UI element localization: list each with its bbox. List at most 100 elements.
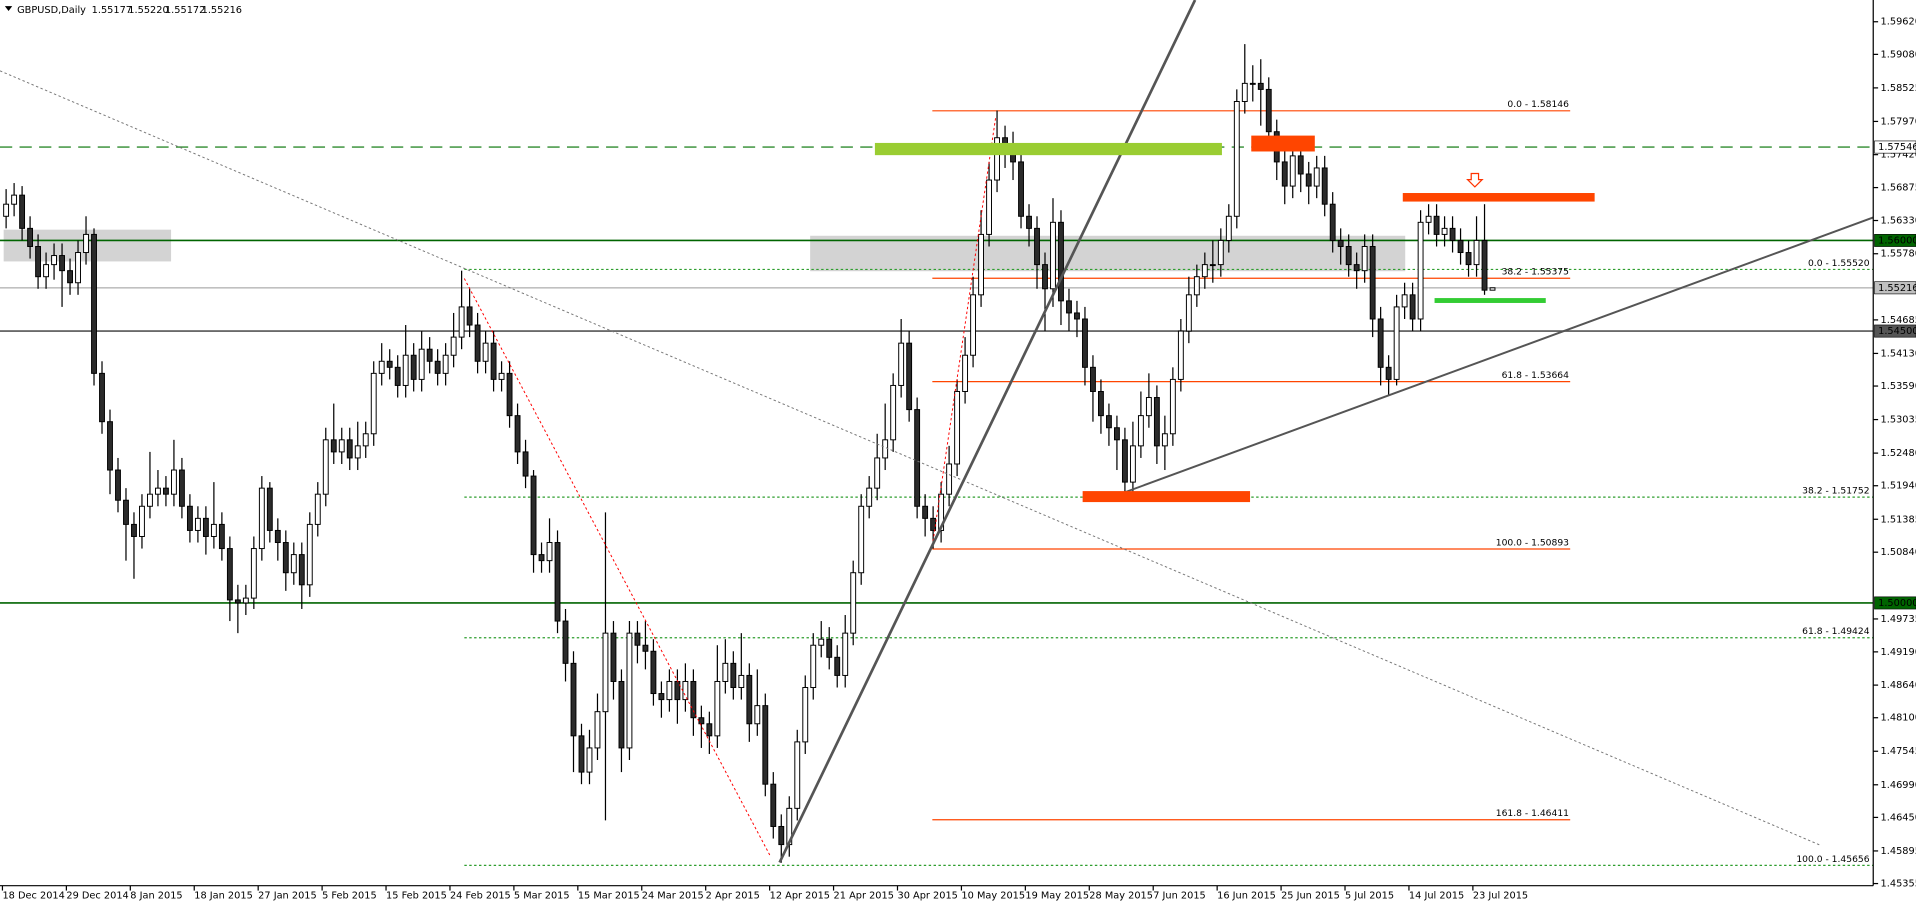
y-tick-label: 1.49735 xyxy=(1881,614,1916,625)
candle-body xyxy=(394,366,401,386)
candle-body xyxy=(91,233,97,374)
level-label: 1.56000 xyxy=(1878,235,1916,246)
candle-body xyxy=(978,233,985,296)
candle-body xyxy=(930,517,937,531)
candle-body xyxy=(1257,82,1264,90)
candle-body xyxy=(1433,215,1440,235)
candle-body xyxy=(282,542,289,574)
candle-body xyxy=(682,680,689,701)
candle-body xyxy=(306,523,313,586)
candle-body xyxy=(778,825,785,846)
y-tick-label: 1.45895 xyxy=(1881,846,1916,857)
candle-body xyxy=(490,342,497,380)
y-tick-label: 1.58525 xyxy=(1881,83,1916,94)
candle-body xyxy=(178,469,185,507)
candle-body xyxy=(298,554,305,586)
y-tick-label: 1.59080 xyxy=(1881,49,1916,60)
candle-body xyxy=(1361,246,1368,272)
y-tick-label: 1.53035 xyxy=(1881,415,1916,426)
level-label: 1.55216 xyxy=(1878,283,1916,294)
candle-body xyxy=(906,342,913,411)
candle-body xyxy=(466,306,473,326)
candle-body xyxy=(139,505,145,537)
x-tick-label: 25 Jun 2015 xyxy=(1281,890,1340,901)
candle-body xyxy=(866,487,873,507)
candle-body xyxy=(962,354,969,392)
level-box xyxy=(1874,596,1916,610)
candle-body xyxy=(1050,221,1056,290)
candle-body xyxy=(218,523,225,550)
y-tick-label: 1.59620 xyxy=(1881,17,1916,28)
y-tick-label: 1.55780 xyxy=(1881,249,1916,260)
candle-body xyxy=(850,572,857,634)
level-label: 1.57546 xyxy=(1878,142,1916,153)
candle-body xyxy=(1369,246,1376,320)
candle-body xyxy=(163,487,169,495)
candle-body xyxy=(530,475,537,556)
candle-body xyxy=(1233,101,1240,217)
candles xyxy=(3,44,1496,863)
x-tick-label: 14 Jul 2015 xyxy=(1409,890,1464,901)
candle-body xyxy=(402,354,409,386)
candle-body xyxy=(330,439,337,453)
candle-body xyxy=(274,529,281,544)
fib-label: 38.2 - 1.55375 xyxy=(1502,267,1570,278)
x-tick-label: 28 May 2015 xyxy=(1089,890,1153,901)
x-tick-label: 21 Apr 2015 xyxy=(834,890,894,901)
axis-labels: 1.59620 1.59080 1.58525 1.57970 1.57420 1.568… xyxy=(1,17,1916,901)
candle-body xyxy=(1329,203,1336,241)
candle-body xyxy=(1201,264,1208,278)
candle-body xyxy=(1345,246,1352,266)
candle-body xyxy=(482,342,489,362)
chart-title: GBPUSD,Daily xyxy=(17,5,86,16)
x-tick-label: 18 Dec 2014 xyxy=(2,890,64,901)
candle-body xyxy=(514,415,521,453)
candle-body xyxy=(1401,294,1408,308)
candle-body xyxy=(27,227,34,247)
candle-body xyxy=(714,680,721,737)
x-tick-label: 23 Jul 2015 xyxy=(1473,890,1528,901)
candle-body xyxy=(442,354,449,374)
candle-body xyxy=(1409,294,1416,320)
x-tick-label: 27 Jan 2015 xyxy=(258,890,317,901)
candle-body xyxy=(322,439,329,495)
arrow-icon xyxy=(1466,172,1484,188)
candle-body xyxy=(754,705,761,725)
candle-body xyxy=(59,255,65,272)
candle-body xyxy=(1377,318,1384,368)
candle-body xyxy=(1026,215,1032,229)
candle-body xyxy=(1305,173,1312,187)
level-label: 1.54500 xyxy=(1878,326,1916,337)
level-box xyxy=(1874,324,1916,338)
x-tick-label: 15 Feb 2015 xyxy=(386,890,447,901)
candle-body xyxy=(1169,378,1176,435)
candle-body xyxy=(1042,264,1048,290)
x-tick-label: 24 Mar 2015 xyxy=(642,890,704,901)
x-tick-label: 5 Feb 2015 xyxy=(322,890,377,901)
candle-body xyxy=(266,487,273,531)
trendline xyxy=(0,70,1821,846)
candle-body xyxy=(1281,161,1288,187)
candle-body xyxy=(234,599,241,604)
y-tick-label: 1.54685 xyxy=(1881,315,1916,326)
y-tick-label: 1.57970 xyxy=(1881,116,1916,127)
y-tick-label: 1.48100 xyxy=(1881,713,1916,724)
x-tick-label: 8 Jan 2015 xyxy=(130,890,182,901)
candle-body xyxy=(1473,239,1480,266)
candle-body xyxy=(546,542,553,562)
candle-body xyxy=(858,505,865,574)
candle-body xyxy=(19,194,26,229)
candle-body xyxy=(314,493,321,525)
candle-body xyxy=(690,680,697,719)
candle-body xyxy=(994,137,1000,181)
candle-body xyxy=(898,342,905,386)
level-box xyxy=(1874,234,1916,247)
candle-body xyxy=(155,487,161,495)
candle-body xyxy=(1353,264,1360,272)
candle-body xyxy=(1121,439,1128,483)
candle-body xyxy=(602,632,609,713)
y-tick-label: 1.45355 xyxy=(1881,879,1916,890)
candle-body xyxy=(1297,155,1304,175)
candle-body xyxy=(1058,221,1064,302)
